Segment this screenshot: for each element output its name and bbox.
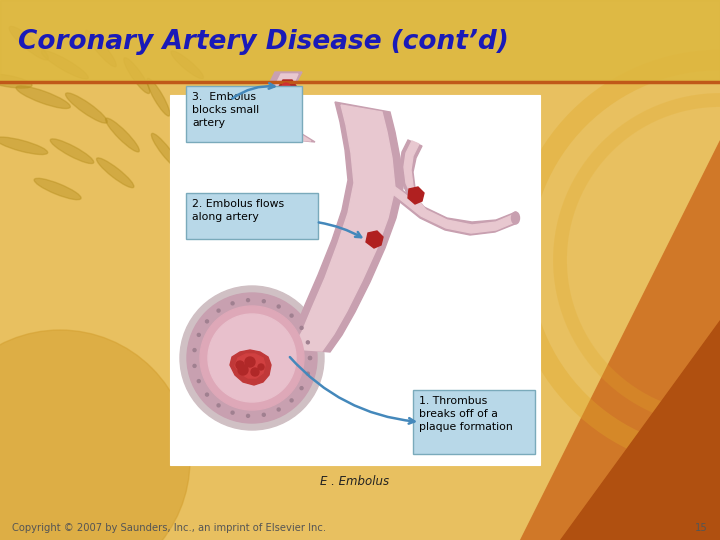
Circle shape xyxy=(290,399,293,402)
Ellipse shape xyxy=(96,158,134,188)
FancyBboxPatch shape xyxy=(413,390,535,454)
Circle shape xyxy=(277,408,280,411)
Text: 15: 15 xyxy=(696,523,708,533)
Circle shape xyxy=(217,404,220,407)
Circle shape xyxy=(217,309,220,312)
Circle shape xyxy=(0,330,190,540)
Polygon shape xyxy=(285,102,403,352)
Text: Copyright © 2007 by Saunders, Inc., an imprint of Elsevier Inc.: Copyright © 2007 by Saunders, Inc., an i… xyxy=(12,523,326,533)
Ellipse shape xyxy=(0,137,48,154)
Bar xyxy=(170,95,540,465)
Circle shape xyxy=(208,314,296,402)
FancyBboxPatch shape xyxy=(186,86,302,142)
Ellipse shape xyxy=(106,118,139,152)
Polygon shape xyxy=(274,74,311,141)
Text: E . Embolus: E . Embolus xyxy=(320,475,390,488)
Text: 3.  Embolus
blocks small
artery: 3. Embolus blocks small artery xyxy=(192,92,259,127)
Ellipse shape xyxy=(147,78,170,116)
Circle shape xyxy=(245,357,255,367)
Circle shape xyxy=(187,293,317,423)
Ellipse shape xyxy=(34,178,81,200)
Circle shape xyxy=(193,349,196,352)
Circle shape xyxy=(308,356,312,360)
Polygon shape xyxy=(408,187,424,204)
Ellipse shape xyxy=(511,212,520,224)
Ellipse shape xyxy=(41,51,89,79)
Ellipse shape xyxy=(16,86,71,109)
Polygon shape xyxy=(400,140,428,212)
Ellipse shape xyxy=(9,26,48,60)
Ellipse shape xyxy=(124,58,150,93)
Circle shape xyxy=(197,380,200,383)
Circle shape xyxy=(282,83,290,91)
Ellipse shape xyxy=(66,93,107,123)
Circle shape xyxy=(262,300,265,303)
Polygon shape xyxy=(560,320,720,540)
Circle shape xyxy=(277,305,280,308)
Ellipse shape xyxy=(171,51,204,79)
Text: 1. Thrombus
breaks off of a
plaque formation: 1. Thrombus breaks off of a plaque forma… xyxy=(419,396,513,431)
Polygon shape xyxy=(404,141,426,210)
Circle shape xyxy=(300,326,303,329)
Polygon shape xyxy=(520,140,720,540)
Polygon shape xyxy=(385,180,515,233)
Circle shape xyxy=(246,414,250,417)
Ellipse shape xyxy=(0,74,32,88)
Circle shape xyxy=(193,364,196,367)
Bar xyxy=(0,0,720,80)
Circle shape xyxy=(205,393,209,396)
Circle shape xyxy=(262,413,265,416)
Circle shape xyxy=(251,368,259,376)
Circle shape xyxy=(197,333,200,336)
Ellipse shape xyxy=(151,133,180,169)
Circle shape xyxy=(306,341,310,344)
Circle shape xyxy=(205,320,209,323)
Text: Coronary Artery Disease (cont’d): Coronary Artery Disease (cont’d) xyxy=(18,29,509,55)
Ellipse shape xyxy=(50,139,94,164)
Circle shape xyxy=(306,372,310,375)
Polygon shape xyxy=(385,178,516,235)
Circle shape xyxy=(200,306,304,410)
Circle shape xyxy=(231,302,234,305)
Circle shape xyxy=(246,299,250,302)
Circle shape xyxy=(258,364,264,370)
Polygon shape xyxy=(268,72,315,142)
Circle shape xyxy=(238,365,248,375)
Text: 2. Embolus flows
along artery: 2. Embolus flows along artery xyxy=(192,199,284,222)
Polygon shape xyxy=(278,80,296,93)
Circle shape xyxy=(236,361,244,369)
Circle shape xyxy=(290,314,293,317)
Polygon shape xyxy=(292,105,395,351)
Circle shape xyxy=(308,356,312,360)
Circle shape xyxy=(180,286,324,430)
Circle shape xyxy=(300,387,303,390)
Ellipse shape xyxy=(85,30,117,67)
Polygon shape xyxy=(366,231,383,248)
Circle shape xyxy=(231,411,234,414)
Polygon shape xyxy=(230,350,271,385)
Polygon shape xyxy=(235,354,265,378)
FancyBboxPatch shape xyxy=(186,193,318,239)
